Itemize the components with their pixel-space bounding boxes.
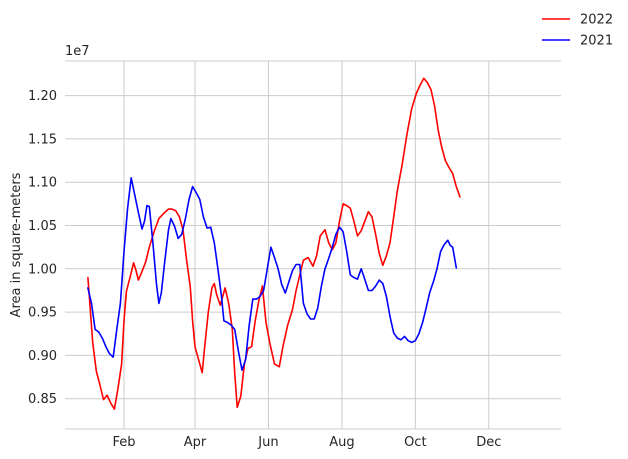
y-tick-label: 1.05 <box>28 219 57 234</box>
legend: 2022 2021 <box>542 13 613 49</box>
series-line-2021 <box>87 177 458 371</box>
x-tick-label: Jun <box>257 435 278 450</box>
x-tick-label: Apr <box>184 435 207 450</box>
x-tick-label: Aug <box>329 435 354 450</box>
y-axis-label: Area in square-meters <box>9 172 24 317</box>
y-tick-label: 1.10 <box>28 176 57 191</box>
y-tick-label: 0.85 <box>28 392 57 407</box>
y-tick-label: 0.90 <box>28 349 57 364</box>
y-tick-labels: 0.85 0.90 0.95 1.00 1.05 1.10 1.15 1.20 <box>28 89 57 407</box>
y-tick-label: 1.00 <box>28 262 57 277</box>
x-tick-label: Dec <box>476 435 501 450</box>
y-tick-label: 0.95 <box>28 306 57 321</box>
y-tick-label: 1.15 <box>28 132 57 147</box>
legend-label: 2022 <box>580 13 613 28</box>
series-lines <box>87 77 461 410</box>
legend-label: 2021 <box>580 34 613 49</box>
y-offset-label: 1e7 <box>65 44 90 59</box>
x-tick-label: Feb <box>112 435 135 450</box>
grid <box>65 61 561 429</box>
x-tick-label: Oct <box>404 435 426 450</box>
axes-frame <box>65 60 561 430</box>
series-line-2022 <box>87 77 461 410</box>
y-tick-label: 1.20 <box>28 89 57 104</box>
x-tick-labels: Feb Apr Jun Aug Oct Dec <box>112 435 501 450</box>
